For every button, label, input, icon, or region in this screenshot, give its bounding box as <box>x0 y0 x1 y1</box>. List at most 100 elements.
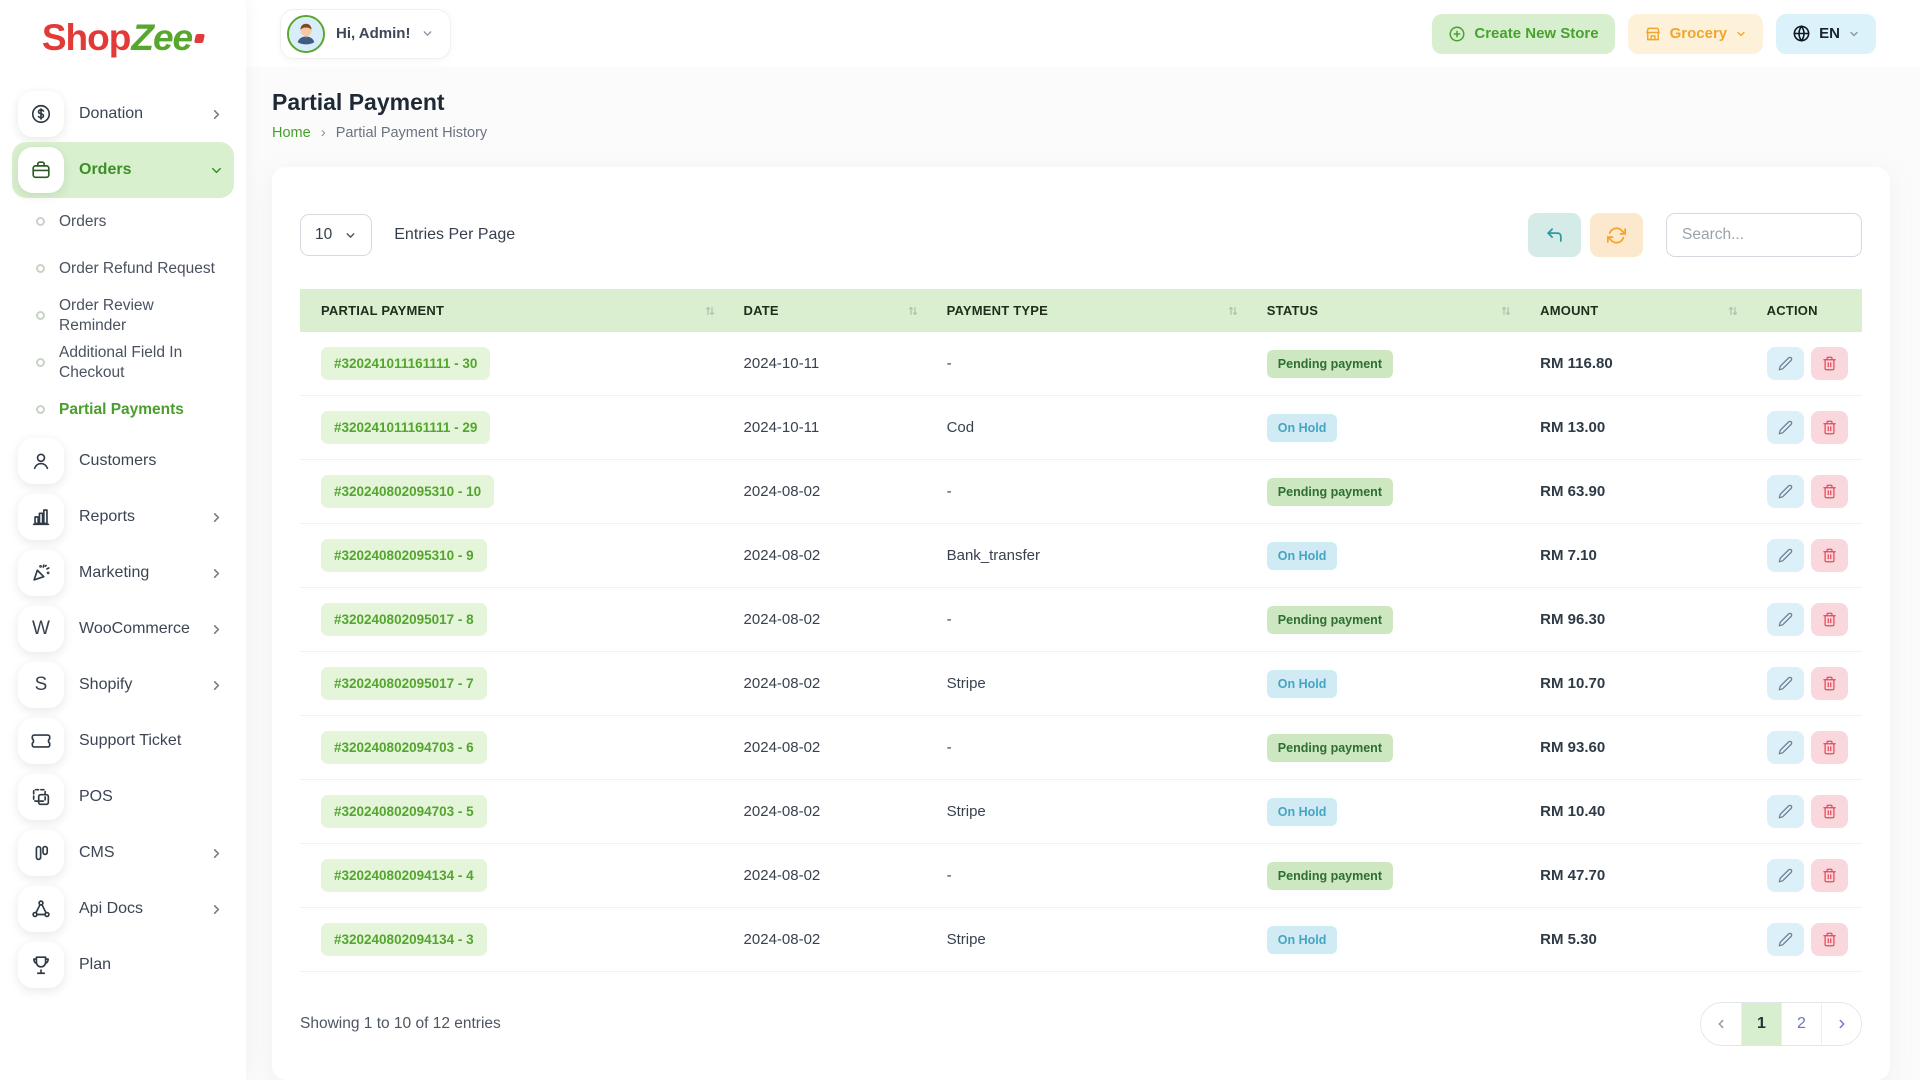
sidebar-item-pos[interactable]: POS <box>12 769 234 825</box>
payment-type-cell: - <box>932 332 1253 396</box>
date-cell: 2024-08-02 <box>729 907 933 972</box>
amount-cell: RM 93.60 <box>1526 715 1753 780</box>
sidebar-item-label: WooCommerce <box>79 619 190 637</box>
sidebar-item-customers[interactable]: Customers <box>12 433 234 489</box>
sort-icon <box>907 305 919 317</box>
sidebar-item-cms[interactable]: CMS <box>12 825 234 881</box>
sidebar-item-orders[interactable]: Orders <box>12 142 234 198</box>
woocommerce-icon: W <box>18 606 64 652</box>
column-header-amount[interactable]: AMOUNT <box>1526 289 1753 332</box>
status-badge: On Hold <box>1266 925 1338 954</box>
sidebar-item-shopify[interactable]: S Shopify <box>12 657 234 713</box>
sidebar-subitem-partial-payments[interactable]: Partial Payments <box>12 386 234 433</box>
payment-id-badge[interactable]: #320241011161111 - 30 <box>321 347 491 380</box>
delete-button[interactable] <box>1810 795 1848 828</box>
search-input[interactable] <box>1666 213 1862 257</box>
payment-type-cell: - <box>932 843 1253 908</box>
delete-button[interactable] <box>1810 475 1848 508</box>
payment-id-badge[interactable]: #320241011161111 - 29 <box>321 411 491 444</box>
delete-button[interactable] <box>1810 411 1848 444</box>
status-badge: Pending payment <box>1266 349 1393 378</box>
column-header-partial-payment[interactable]: PARTIAL PAYMENT <box>300 289 730 332</box>
edit-button[interactable] <box>1766 603 1804 636</box>
payment-id-badge[interactable]: #320240802094703 - 5 <box>321 795 487 828</box>
create-new-store-button[interactable]: Create New Store <box>1432 13 1615 54</box>
sidebar-item-marketing[interactable]: Marketing <box>12 545 234 601</box>
pagination-page-1[interactable]: 1 <box>1741 1003 1781 1045</box>
payment-type-cell: - <box>932 587 1253 652</box>
sidebar-item-api-docs[interactable]: Api Docs <box>12 881 234 937</box>
user-menu[interactable]: Hi, Admin! <box>280 8 452 59</box>
delete-button[interactable] <box>1810 539 1848 572</box>
orders-icon <box>18 147 64 193</box>
sidebar-subitem-order-review-reminder[interactable]: Order Review Reminder <box>12 292 234 339</box>
entries-per-page-select[interactable]: 10 <box>300 214 373 256</box>
edit-button[interactable] <box>1766 667 1804 700</box>
delete-button[interactable] <box>1810 731 1848 764</box>
delete-button[interactable] <box>1810 603 1848 636</box>
edit-button[interactable] <box>1766 795 1804 828</box>
table-row: #320240802095310 - 10 2024-08-02 - Pendi… <box>300 459 1862 524</box>
edit-button[interactable] <box>1766 859 1804 892</box>
payment-id-badge[interactable]: #320240802095017 - 8 <box>321 603 487 636</box>
payment-id-badge[interactable]: #320240802095017 - 7 <box>321 667 487 700</box>
breadcrumb-home-link[interactable]: Home <box>272 124 311 141</box>
refresh-button[interactable] <box>1590 213 1643 257</box>
language-label: EN <box>1819 25 1840 42</box>
sidebar-item-woocommerce[interactable]: W WooCommerce <box>12 601 234 657</box>
payment-id-badge[interactable]: #320240802095310 - 9 <box>321 539 487 572</box>
chevron-right-icon <box>209 510 224 525</box>
shopzee-logo[interactable]: Shop Zee <box>0 0 246 76</box>
sidebar-item-support-ticket[interactable]: Support Ticket <box>12 713 234 769</box>
edit-button[interactable] <box>1766 923 1804 956</box>
delete-button[interactable] <box>1810 859 1848 892</box>
payment-type-cell: Cod <box>932 395 1253 460</box>
table-row: #320240802094134 - 4 2024-08-02 - Pendin… <box>300 843 1862 908</box>
pagination-next-button[interactable] <box>1821 1003 1861 1045</box>
table-row: #320240802094703 - 5 2024-08-02 Stripe O… <box>300 779 1862 844</box>
sort-icon <box>704 305 716 317</box>
column-header-action: ACTION <box>1752 289 1862 332</box>
language-selector-button[interactable]: EN <box>1776 13 1876 54</box>
column-header-payment-type[interactable]: PAYMENT TYPE <box>932 289 1253 332</box>
sidebar-item-plan[interactable]: Plan <box>12 937 234 993</box>
edit-button[interactable] <box>1766 347 1804 380</box>
payment-id-badge[interactable]: #320240802094134 - 3 <box>321 923 487 956</box>
undo-button[interactable] <box>1528 213 1581 257</box>
column-header-date[interactable]: DATE <box>729 289 933 332</box>
payment-id-badge[interactable]: #320240802094134 - 4 <box>321 859 487 892</box>
store-selector-label: Grocery <box>1669 25 1728 42</box>
sidebar-subitem-additional-field-in-checkout[interactable]: Additional Field In Checkout <box>12 339 234 386</box>
pagination-page-2[interactable]: 2 <box>1781 1003 1821 1045</box>
sidebar-subitem-order-refund-request[interactable]: Order Refund Request <box>12 245 234 292</box>
amount-cell: RM 5.30 <box>1526 907 1753 972</box>
row-actions <box>1766 539 1848 572</box>
date-cell: 2024-08-02 <box>729 715 933 780</box>
delete-button[interactable] <box>1810 667 1848 700</box>
topbar: Hi, Admin! Create New Store Grocery <box>246 0 1920 67</box>
payment-id-badge[interactable]: #320240802095310 - 10 <box>321 475 495 508</box>
sidebar-item-label: Marketing <box>79 563 150 581</box>
date-cell: 2024-08-02 <box>729 459 933 524</box>
store-selector-button[interactable]: Grocery <box>1627 13 1764 54</box>
status-badge: On Hold <box>1266 413 1338 442</box>
table-header-row: PARTIAL PAYMENT DATE PAYMENT TYPE STATUS… <box>300 289 1862 332</box>
edit-button[interactable] <box>1766 475 1804 508</box>
edit-button[interactable] <box>1766 731 1804 764</box>
sidebar-nav: Donation Orders Orders Order Refund Request… <box>0 76 246 993</box>
store-icon <box>1644 25 1662 43</box>
pagination-prev-button[interactable] <box>1701 1003 1741 1045</box>
payment-id-badge[interactable]: #320240802094703 - 6 <box>321 731 487 764</box>
logo-dot <box>194 33 206 43</box>
column-header-status[interactable]: STATUS <box>1252 289 1527 332</box>
edit-button[interactable] <box>1766 539 1804 572</box>
delete-button[interactable] <box>1810 347 1848 380</box>
trash-icon <box>1822 484 1837 499</box>
edit-button[interactable] <box>1766 411 1804 444</box>
delete-button[interactable] <box>1810 923 1848 956</box>
table-row: #320240802095017 - 7 2024-08-02 Stripe O… <box>300 651 1862 716</box>
sidebar-item-reports[interactable]: Reports <box>12 489 234 545</box>
sidebar-item-donation[interactable]: Donation <box>12 86 234 142</box>
sidebar-subitem-orders[interactable]: Orders <box>12 198 234 245</box>
breadcrumb: Home › Partial Payment History <box>272 124 1890 141</box>
